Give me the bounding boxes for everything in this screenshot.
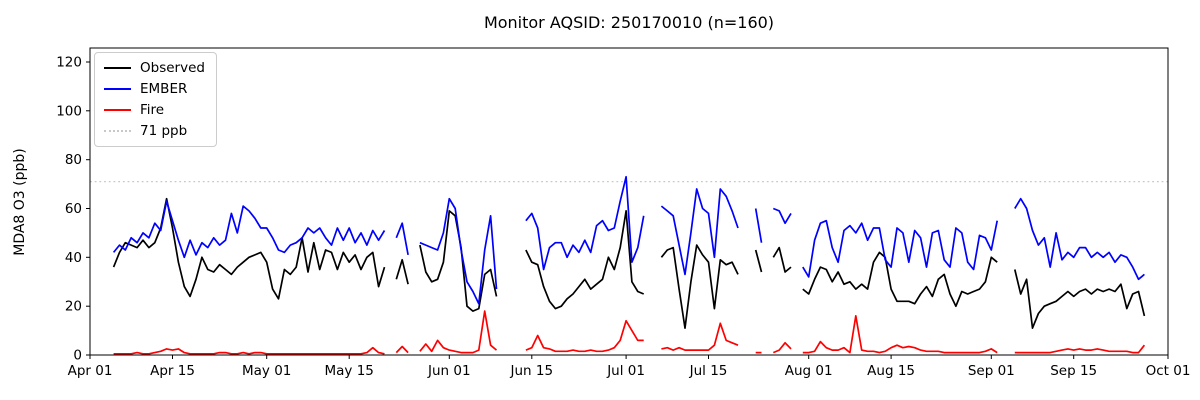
y-tick-label: 80 <box>65 152 82 168</box>
legend-label-ember: EMBER <box>140 81 188 97</box>
x-tick-label: Aug 15 <box>867 363 915 379</box>
x-tick-label: May 15 <box>325 363 374 379</box>
axes-frame <box>89 47 1169 356</box>
y-tick-label: 120 <box>56 55 82 71</box>
x-tick-label: Jul 01 <box>606 363 645 379</box>
legend-item-ember: EMBER <box>104 81 205 97</box>
threshold-line-swatch <box>104 130 131 132</box>
x-tick-label: Jun 15 <box>510 363 554 379</box>
y-tick-label: 60 <box>65 201 82 217</box>
x-tick-label: Aug 01 <box>785 363 833 379</box>
legend-item-fire: Fire <box>104 102 205 118</box>
y-tick-label: 100 <box>56 103 82 119</box>
x-tick-label: Apr 15 <box>150 363 195 379</box>
series-fire <box>113 310 1146 355</box>
legend: Observed EMBER Fire 71 ppb <box>94 52 217 147</box>
x-axis: Apr 01 Apr 15 May 01 May 15 Jun 01 Jun 15 Jul … <box>68 355 1191 379</box>
fire-line-swatch <box>104 109 131 111</box>
observed-line-swatch <box>104 67 131 69</box>
legend-item-threshold: 71 ppb <box>104 123 205 139</box>
legend-label-threshold: 71 ppb <box>140 123 188 139</box>
legend-item-observed: Observed <box>104 60 205 76</box>
x-tick-label: Sep 01 <box>968 363 1015 379</box>
x-tick-label: May 01 <box>242 363 291 379</box>
x-tick-label: Jun 01 <box>427 363 471 379</box>
y-tick-label: 20 <box>65 299 82 315</box>
series-ember <box>112 175 1145 305</box>
legend-label-fire: Fire <box>140 102 165 118</box>
chart-title: Monitor AQSID: 250170010 (n=160) <box>483 13 775 32</box>
y-axis: 0 20 40 60 80 100 120 <box>56 55 90 364</box>
y-axis-label: MDA8 O3 (ppb) <box>12 148 28 256</box>
legend-label-observed: Observed <box>140 60 205 76</box>
y-tick-label: 40 <box>65 250 82 266</box>
x-tick-label: Sep 15 <box>1050 363 1097 379</box>
x-tick-label: Apr 01 <box>68 363 113 379</box>
x-tick-label: Oct 01 <box>1146 363 1191 379</box>
ember-line-swatch <box>104 88 131 90</box>
x-tick-label: Jul 15 <box>689 363 728 379</box>
y-tick-label: 0 <box>73 348 82 364</box>
